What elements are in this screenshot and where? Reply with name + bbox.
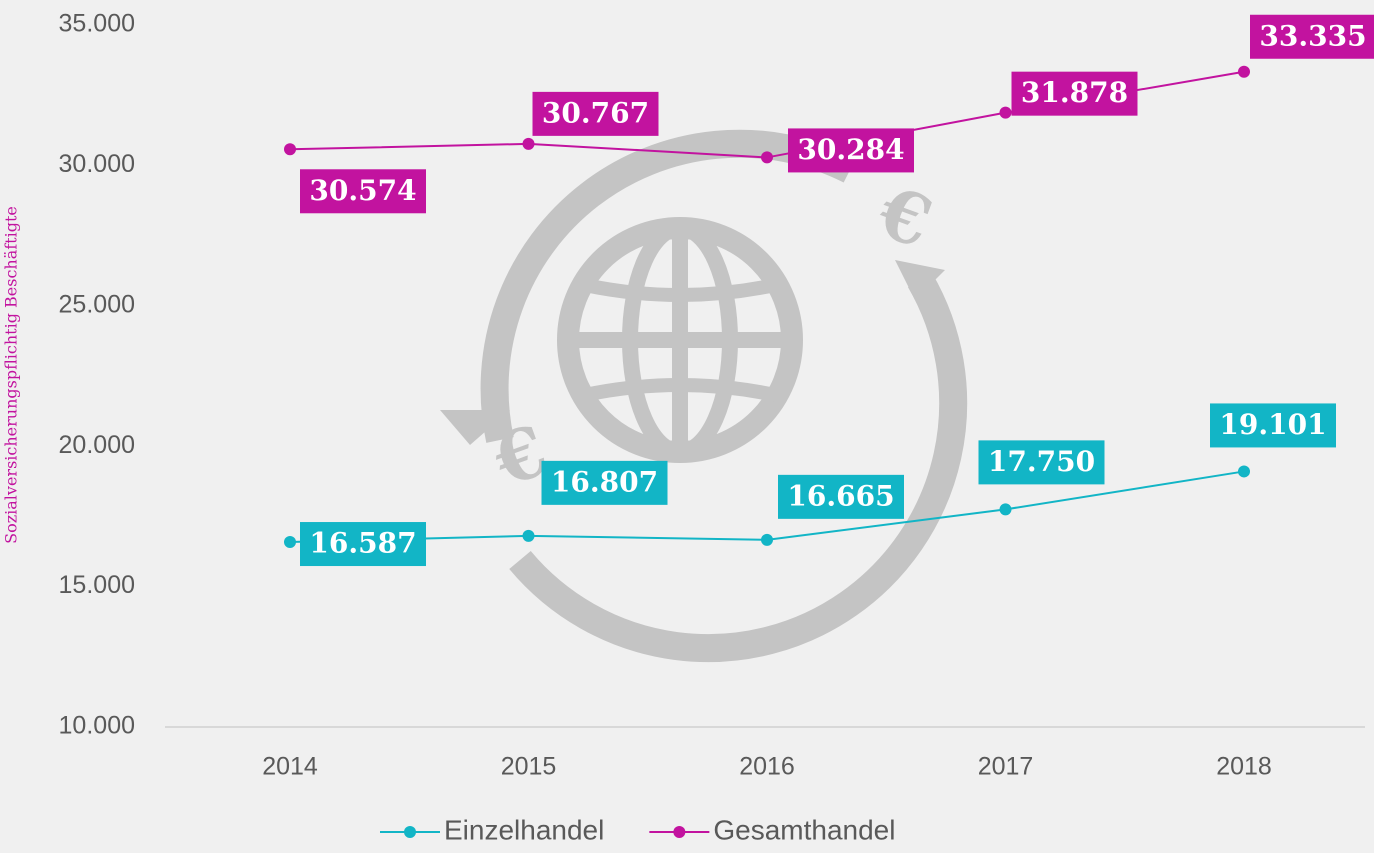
- label-box: [788, 128, 914, 173]
- x-tick-label: 2015: [501, 753, 557, 781]
- x-tick-label: 2016: [739, 753, 795, 781]
- data-label: 33.335: [1259, 19, 1366, 52]
- label-box: [978, 440, 1105, 485]
- point: [522, 529, 535, 542]
- data-label: 17.750: [988, 445, 1095, 478]
- data-label: 16.807: [551, 465, 658, 498]
- legend-label: Gesamthandel: [713, 814, 895, 845]
- y-tick-label: 35.000: [59, 10, 135, 38]
- point: [761, 151, 773, 164]
- point: [761, 533, 773, 546]
- data-label: 16.665: [787, 479, 894, 512]
- label-box: [1210, 403, 1336, 448]
- data-label: 16.587: [309, 527, 416, 560]
- y-tick-label: 10.000: [59, 712, 135, 740]
- label-box: [532, 91, 659, 136]
- watermark: € €: [440, 129, 968, 663]
- point: [999, 106, 1012, 119]
- data-label: 30.574: [309, 174, 416, 207]
- legend-marker: [673, 826, 686, 838]
- label-box: [1250, 14, 1374, 59]
- x-tick-label: 2018: [1216, 753, 1272, 781]
- label-box: [300, 522, 426, 567]
- data-label: 19.101: [1219, 408, 1326, 441]
- y-tick-label: 25.000: [59, 290, 135, 318]
- legend-marker: [404, 826, 416, 838]
- point: [1238, 465, 1250, 478]
- label-box: [778, 474, 904, 519]
- data-label: 30.767: [542, 96, 649, 129]
- label-box: [300, 169, 426, 214]
- point: [284, 143, 296, 156]
- point: [999, 503, 1012, 516]
- point: [1238, 65, 1250, 78]
- x-tick-label: 2017: [978, 753, 1034, 781]
- y-tick-label: 15.000: [59, 571, 135, 599]
- point: [284, 536, 296, 549]
- point: [522, 137, 535, 150]
- label-box: [1011, 71, 1138, 116]
- y-tick-label: 20.000: [59, 431, 135, 459]
- data-label: 31.878: [1021, 76, 1128, 109]
- y-tick-label: 30.000: [59, 150, 135, 178]
- label-box: [541, 460, 668, 505]
- x-tick-label: 2014: [262, 753, 318, 781]
- data-label: 30.284: [797, 133, 904, 166]
- legend-label: Einzelhandel: [444, 814, 604, 845]
- y-axis-title: Sozialversicherungspflichtig Beschäftigt…: [2, 206, 21, 544]
- svg-text:€: €: [867, 170, 942, 265]
